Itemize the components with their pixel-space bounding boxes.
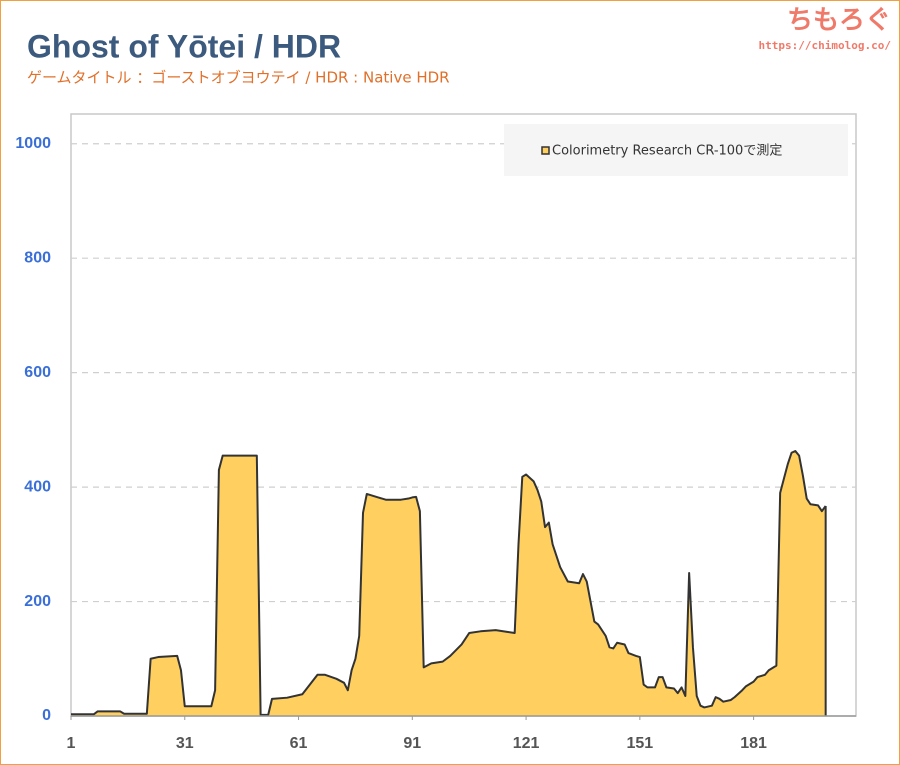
line <box>71 450 827 716</box>
area <box>71 451 826 716</box>
y-tick-label: 200 <box>24 593 51 610</box>
y-tick-label: 600 <box>24 364 51 381</box>
chart-subtitle: ゲームタイトル ：ゴーストオブヨウテイ / HDR : Native HDR <box>27 69 450 87</box>
x-tick-label: 31 <box>176 735 194 752</box>
x-tick-label: 151 <box>626 735 653 752</box>
y-tick-label: 0 <box>42 707 51 724</box>
logo: ちもろぐ <box>787 6 891 36</box>
x-tick-label: 1 <box>67 735 76 752</box>
y-tick-label: 800 <box>24 249 51 266</box>
y-tick-label: 400 <box>24 478 51 495</box>
legend-swatch <box>541 146 550 155</box>
logo-url: https://chimolog.co/ <box>759 39 892 52</box>
x-tick-label: 121 <box>513 735 540 752</box>
legend-box <box>504 124 848 176</box>
legend-label: Colorimetry Research CR-100で測定 <box>552 144 782 159</box>
x-tick-label: 61 <box>290 735 308 752</box>
plot-frame <box>70 113 857 717</box>
y-tick-label: 1000 <box>15 135 51 152</box>
x-tick-label: 181 <box>740 735 767 752</box>
chart-title: Ghost of Yōtei / HDR <box>27 28 341 64</box>
x-tick-label: 91 <box>403 735 421 752</box>
